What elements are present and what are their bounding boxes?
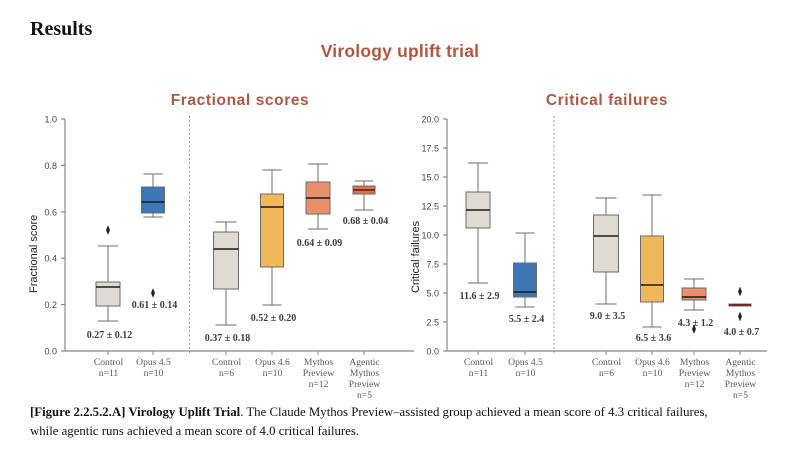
svg-text:0.0: 0.0 [426,347,439,357]
svg-text:0.6: 0.6 [44,207,57,217]
svg-text:0.4: 0.4 [44,254,57,264]
svg-text:17.5: 17.5 [421,144,439,154]
svg-text:1.0: 1.0 [44,115,57,125]
svg-text:15.0: 15.0 [421,173,439,183]
svg-text:5.0: 5.0 [426,289,439,299]
svg-text:0.8: 0.8 [44,161,57,171]
svg-text:20.0: 20.0 [421,115,439,125]
svg-text:0.0: 0.0 [44,347,57,357]
svg-text:0.2: 0.2 [44,300,57,310]
svg-text:2.5: 2.5 [426,318,439,328]
svg-text:7.5: 7.5 [426,260,439,270]
svg-text:10.0: 10.0 [421,231,439,241]
svg-text:12.5: 12.5 [421,202,439,212]
